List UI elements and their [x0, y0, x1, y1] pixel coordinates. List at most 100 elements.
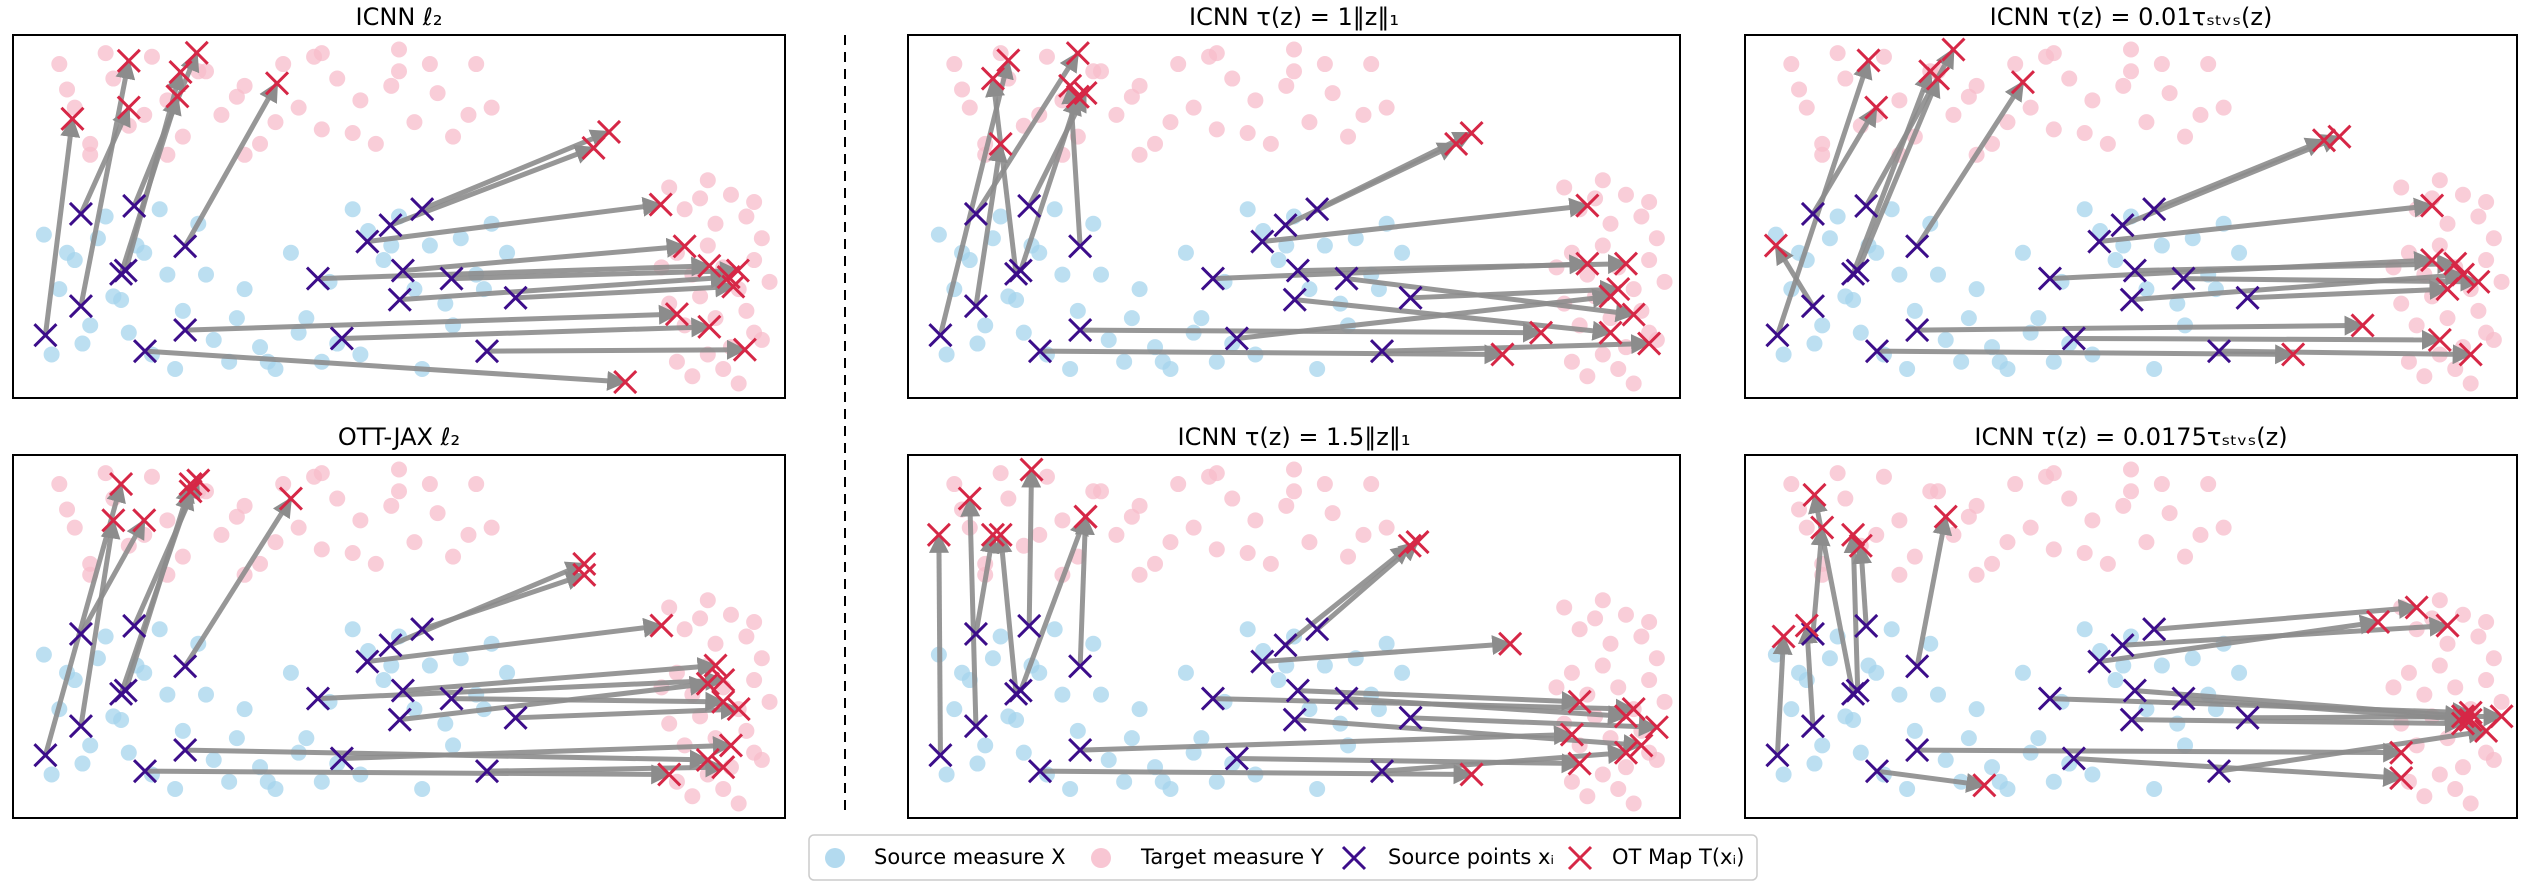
map-arrow: [1297, 688, 1582, 712]
source-dot: [159, 686, 176, 703]
target-dot: [1656, 273, 1673, 290]
target-dot: [1891, 566, 1908, 583]
map-arrow: [1018, 94, 1082, 272]
target-dot: [1587, 610, 1604, 627]
target-dot: [1316, 476, 1333, 493]
map-arrow: [451, 691, 726, 712]
target-dot: [1286, 63, 1302, 80]
target-dot: [1999, 534, 2016, 551]
map-point: [1864, 95, 1889, 120]
source-dot: [1930, 686, 1946, 703]
target-dot: [1301, 114, 1318, 131]
source-dot: [1783, 701, 1800, 718]
source-point: [1224, 746, 1249, 771]
source-dot: [1814, 737, 1831, 754]
source-point: [2206, 759, 2232, 784]
target-dot: [383, 77, 400, 94]
target-dot: [668, 353, 685, 370]
source-point: [963, 294, 988, 319]
map-point: [1459, 762, 1484, 787]
source-point: [1224, 326, 1249, 351]
target-dot: [1641, 252, 1658, 269]
target-dot: [2400, 353, 2417, 370]
source-point: [1765, 323, 1790, 348]
target-dot: [143, 468, 160, 485]
map-point: [711, 667, 736, 693]
target-dot: [699, 237, 716, 254]
target-dot: [1999, 114, 2016, 131]
panel-frame: [12, 454, 786, 819]
source-point: [928, 323, 953, 348]
target-dot: [1363, 56, 1380, 73]
map-point: [2389, 766, 2414, 791]
target-dot: [97, 465, 114, 482]
map-point: [657, 762, 682, 787]
source-dot: [2107, 672, 2124, 689]
source-point: [1250, 229, 1275, 254]
map-point: [2311, 128, 2337, 153]
target-dot: [738, 302, 755, 319]
target-dot: [82, 146, 99, 163]
source-dot: [1100, 331, 1117, 348]
panel-frame: [1744, 34, 2518, 399]
target-dot: [59, 81, 76, 98]
source-point: [1854, 193, 1879, 219]
map-point: [2435, 277, 2460, 302]
target-dot: [1984, 555, 2001, 572]
source-point: [474, 339, 500, 364]
target-dot: [1208, 45, 1225, 62]
target-dot: [1633, 302, 1650, 319]
source-dot: [1000, 288, 1017, 305]
target-dot: [1610, 780, 1627, 797]
panel-title: ICNN τ(z) = 1‖z‖₁: [1189, 3, 1399, 31]
target-dot: [1868, 526, 1885, 543]
source-point: [378, 633, 403, 658]
target-dot: [2192, 106, 2209, 123]
target-dot: [661, 295, 678, 312]
source-dot: [1937, 751, 1954, 768]
source-dot: [51, 281, 68, 298]
source-dot: [499, 664, 516, 681]
source-point: [1905, 738, 1930, 763]
source-dot: [2076, 201, 2093, 218]
target-dot: [391, 63, 407, 80]
target-dot: [429, 505, 446, 522]
map-arrow: [2134, 254, 2458, 275]
target-dot: [1239, 545, 1256, 562]
target-dot: [483, 519, 500, 536]
source-dot: [1806, 755, 1823, 772]
source-dot: [236, 281, 253, 298]
source-dot: [1937, 331, 1954, 348]
source-point: [1027, 759, 1053, 784]
map-point: [1841, 522, 1866, 547]
target-dot: [1286, 483, 1302, 500]
target-dot: [2393, 179, 2410, 196]
map-point: [178, 471, 203, 497]
source-dot: [421, 237, 438, 254]
target-dot: [1162, 114, 1179, 131]
target-dot: [159, 146, 176, 163]
source-dot: [1891, 686, 1908, 703]
source-point: [2061, 746, 2086, 771]
target-dot: [722, 186, 739, 203]
source-dot: [1953, 353, 1970, 370]
source-dot: [2231, 664, 2248, 681]
map-arrow: [317, 670, 726, 702]
map-arrow: [2218, 344, 2473, 365]
source-dot: [74, 335, 91, 352]
source-point: [2122, 678, 2147, 703]
target-dot: [2462, 375, 2479, 392]
source-dot: [992, 628, 1009, 645]
target-dot: [59, 501, 76, 518]
source-dot: [437, 715, 454, 732]
map-point: [1073, 504, 1098, 529]
source-point: [1800, 201, 1826, 227]
map-arrow: [1810, 105, 1879, 216]
target-dot: [2177, 548, 2194, 565]
source-point: [1864, 339, 1890, 364]
target-dot: [746, 672, 763, 689]
source-point: [1282, 707, 1307, 732]
source-point: [173, 318, 198, 343]
source-dot: [1015, 744, 1032, 761]
map-point: [980, 522, 1005, 547]
